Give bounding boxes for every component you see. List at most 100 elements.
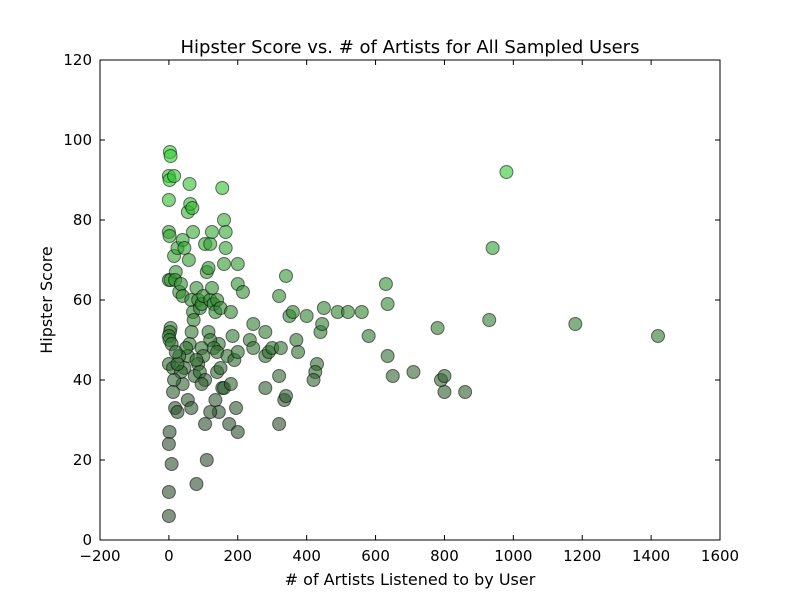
data-point — [378, 277, 393, 291]
data-point — [229, 401, 244, 415]
data-point — [223, 377, 238, 391]
data-point — [203, 237, 218, 251]
data-point — [182, 177, 197, 191]
y-tick-label: 40 — [73, 371, 92, 389]
data-point — [272, 417, 287, 431]
data-point — [291, 345, 306, 359]
data-point — [380, 297, 395, 311]
data-point — [161, 437, 176, 451]
data-point — [306, 373, 321, 387]
data-point — [299, 309, 314, 323]
data-point — [230, 345, 245, 359]
y-tick-label: 120 — [63, 51, 92, 69]
data-point — [181, 253, 196, 267]
data-point — [167, 169, 182, 183]
data-point — [199, 453, 214, 467]
x-tick-label: 800 — [430, 547, 459, 565]
y-tick-label: 80 — [73, 211, 92, 229]
data-point — [170, 405, 185, 419]
data-point — [225, 329, 240, 343]
x-tick-label: 600 — [361, 547, 390, 565]
data-point — [204, 225, 219, 239]
x-tick-label: 1400 — [632, 547, 670, 565]
data-point — [406, 365, 421, 379]
data-point — [499, 165, 514, 179]
x-tick-label: 1200 — [563, 547, 601, 565]
data-point — [189, 353, 204, 367]
data-point — [258, 381, 273, 395]
x-tick-label: 400 — [292, 547, 321, 565]
y-tick-label: 20 — [73, 451, 92, 469]
data-point — [173, 277, 188, 291]
data-point — [272, 369, 287, 383]
data-point — [167, 373, 182, 387]
x-tick-label: 0 — [164, 547, 174, 565]
y-axis: 0 20 40 60 80 100 120 — [63, 51, 720, 549]
data-point — [272, 289, 287, 303]
data-point — [315, 317, 330, 331]
x-tick-label: 1000 — [494, 547, 532, 565]
data-point — [161, 193, 176, 207]
data-point — [385, 369, 400, 383]
data-point — [162, 425, 177, 439]
data-point — [170, 357, 185, 371]
y-tick-label: 60 — [73, 291, 92, 309]
data-point — [230, 257, 245, 271]
data-point — [230, 425, 245, 439]
data-point — [222, 417, 237, 431]
data-point — [437, 385, 452, 399]
data-point — [279, 389, 293, 403]
data-point — [651, 329, 665, 343]
points-group — [161, 145, 665, 523]
data-point — [198, 417, 213, 431]
data-point — [430, 321, 445, 335]
y-tick-label: 0 — [82, 531, 92, 549]
data-point — [437, 369, 452, 383]
data-point — [164, 457, 179, 471]
data-point — [235, 285, 250, 299]
data-point — [258, 325, 273, 339]
y-tick-label: 100 — [63, 131, 92, 149]
data-point — [213, 361, 228, 375]
data-point — [208, 393, 223, 407]
x-tick-label: 200 — [223, 547, 252, 565]
data-point — [162, 229, 177, 243]
data-point — [203, 405, 218, 419]
chart-title: Hipster Score vs. # of Artists for All S… — [181, 37, 640, 58]
data-point — [458, 385, 473, 399]
data-point — [485, 241, 500, 255]
data-point — [184, 401, 199, 415]
x-axis: −200 0 200 400 600 800 1000 1200 1400 1600 — [79, 60, 739, 565]
data-point — [380, 349, 395, 363]
data-point — [289, 333, 304, 347]
data-point — [186, 225, 200, 239]
data-point — [568, 317, 583, 331]
x-tick-label: 1600 — [701, 547, 739, 565]
data-point — [177, 241, 192, 255]
data-point — [166, 385, 181, 399]
data-point — [273, 341, 288, 355]
y-axis-label: Hipster Score — [37, 246, 56, 354]
data-point — [285, 305, 300, 319]
data-point — [185, 201, 200, 215]
data-point — [223, 305, 238, 319]
data-point — [246, 341, 261, 355]
data-point — [161, 509, 176, 523]
data-point — [168, 345, 183, 359]
data-point — [246, 317, 261, 331]
data-point — [218, 241, 233, 255]
data-point — [184, 325, 199, 339]
data-point — [201, 261, 216, 275]
x-tick-label: −200 — [79, 547, 120, 565]
data-point — [279, 269, 293, 283]
data-point — [204, 281, 219, 295]
data-point — [186, 313, 201, 327]
x-axis-label: # of Artists Listened to by User — [285, 570, 536, 589]
data-point — [316, 301, 331, 315]
data-point — [361, 329, 376, 343]
data-point — [161, 485, 176, 499]
data-point — [194, 377, 209, 391]
data-point — [189, 477, 204, 491]
data-point — [218, 225, 233, 239]
